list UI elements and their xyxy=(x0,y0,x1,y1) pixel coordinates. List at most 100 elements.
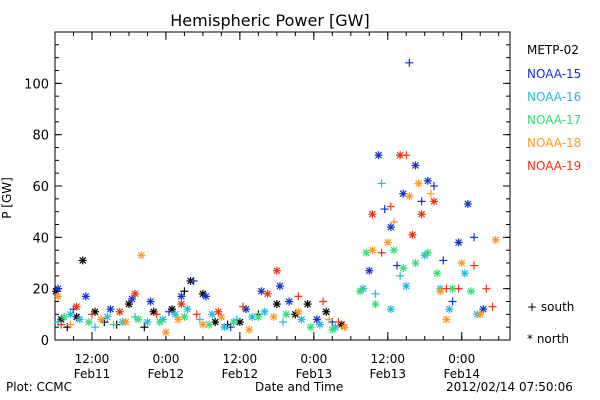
data-point-north xyxy=(131,289,140,298)
legend-item-noaa-19: NOAA-19 xyxy=(527,159,582,173)
data-point-north xyxy=(340,323,349,332)
y-tick-label: 0 xyxy=(41,334,49,349)
data-point-north xyxy=(121,318,130,327)
data-point-north xyxy=(245,325,254,334)
data-point-north xyxy=(476,310,485,319)
data-point-north xyxy=(411,259,420,267)
data-point-south xyxy=(87,310,96,319)
x-tick-time-label: 0:00 xyxy=(448,352,475,366)
data-point-north xyxy=(365,266,374,275)
data-point-north xyxy=(429,197,438,206)
y-axis-label: P [GW] xyxy=(0,177,14,219)
data-point-south xyxy=(380,205,389,214)
plot-timestamp: 2012/02/14 07:50:06 xyxy=(446,380,573,394)
data-point-south xyxy=(192,310,201,319)
data-point-north xyxy=(75,315,84,324)
data-point-north xyxy=(84,318,93,327)
x-tick-time-label: 12:00 xyxy=(223,352,258,366)
y-tick-label: 100 xyxy=(24,77,49,92)
data-point-north xyxy=(371,300,380,309)
data-point-south xyxy=(165,307,174,316)
data-point-south xyxy=(377,179,386,188)
data-point-north xyxy=(81,292,90,301)
data-point-north xyxy=(328,325,337,334)
data-point-north xyxy=(368,246,377,255)
data-point-south xyxy=(386,202,395,211)
data-point-north xyxy=(260,307,269,316)
data-point-south xyxy=(319,297,328,306)
legend-item-noaa-16: NOAA-16 xyxy=(527,90,582,104)
legend-item-noaa-17: NOAA-17 xyxy=(527,113,582,127)
data-point-north xyxy=(146,297,155,306)
x-tick-date-label: Feb12 xyxy=(222,367,259,381)
data-point-south xyxy=(442,284,451,293)
data-point-north xyxy=(211,318,220,327)
data-point-north xyxy=(115,307,124,316)
y-tick-label: 20 xyxy=(32,283,49,298)
x-axis-label: Date and Time xyxy=(255,380,344,394)
data-point-north xyxy=(257,287,266,296)
data-point-north xyxy=(463,199,472,208)
data-point-north xyxy=(383,238,392,247)
data-point-north xyxy=(297,315,306,324)
data-point-north xyxy=(491,235,500,244)
data-point-north xyxy=(285,297,294,306)
data-point-north xyxy=(180,312,189,321)
legend-item-noaa-15: NOAA-15 xyxy=(527,67,582,81)
data-point-south xyxy=(393,261,402,270)
data-point-north xyxy=(272,300,281,309)
data-point-south xyxy=(402,151,411,160)
data-point-south xyxy=(279,318,288,327)
data-point-north xyxy=(269,312,278,321)
data-point-north xyxy=(275,282,284,291)
data-point-north xyxy=(248,312,257,321)
data-point-south xyxy=(91,323,100,332)
data-point-north xyxy=(423,176,432,185)
data-point-north xyxy=(368,210,377,219)
data-point-north xyxy=(201,292,210,301)
data-point-south xyxy=(439,256,448,265)
data-point-north xyxy=(303,300,312,309)
plot-frame xyxy=(54,31,511,341)
x-tick-time-label: 0:00 xyxy=(152,352,179,366)
data-point-north xyxy=(217,312,226,321)
data-point-south xyxy=(109,320,118,329)
data-point-north xyxy=(414,179,423,188)
data-point-south xyxy=(405,58,414,67)
data-point-north xyxy=(60,312,69,321)
data-point-south xyxy=(325,315,334,324)
data-point-north xyxy=(229,318,238,327)
data-point-north xyxy=(399,264,408,273)
data-point-south xyxy=(488,302,497,311)
data-point-north xyxy=(386,305,395,314)
data-point-south xyxy=(389,217,398,226)
data-point-north xyxy=(399,189,408,198)
data-point-north xyxy=(322,307,331,316)
legend-item-metp-02: METP-02 xyxy=(527,43,579,57)
data-point-north xyxy=(417,210,426,219)
data-point-north xyxy=(272,266,281,275)
data-point-north xyxy=(306,323,315,332)
data-point-south xyxy=(448,297,457,306)
x-tick-date-label: Feb12 xyxy=(148,367,185,381)
y-tick-label: 60 xyxy=(32,180,49,195)
data-point-north xyxy=(143,318,152,327)
legend-item-noaa-18: NOAA-18 xyxy=(527,136,582,150)
chart-title: Hemispheric Power [GW] xyxy=(170,11,370,30)
data-point-north xyxy=(411,161,420,170)
data-point-north xyxy=(374,151,383,160)
data-point-north xyxy=(433,269,442,278)
data-point-north xyxy=(177,300,186,309)
x-tick-date-label: Feb13 xyxy=(296,367,333,381)
data-point-north xyxy=(103,312,112,321)
data-point-north xyxy=(457,259,466,267)
data-point-south xyxy=(238,302,247,311)
data-point-north xyxy=(448,284,457,293)
data-point-north xyxy=(436,287,445,296)
data-point-south xyxy=(152,310,161,319)
data-point-north xyxy=(442,315,451,324)
data-point-north xyxy=(177,292,186,301)
data-point-north xyxy=(294,307,303,316)
data-point-south xyxy=(377,248,386,257)
